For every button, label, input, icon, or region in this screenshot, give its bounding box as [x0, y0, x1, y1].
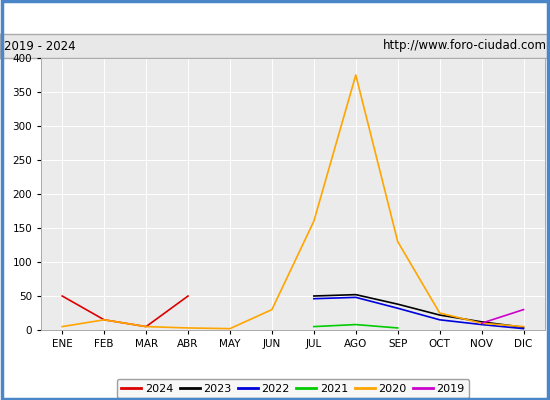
2022: [436, 318, 443, 322]
2020: [268, 307, 275, 312]
2020: [478, 321, 485, 326]
2020: [353, 73, 359, 78]
Text: http://www.foro-ciudad.com: http://www.foro-ciudad.com: [383, 40, 547, 52]
2024: [185, 294, 191, 298]
2023: [311, 294, 317, 298]
2020: [436, 310, 443, 315]
Legend: 2024, 2023, 2022, 2021, 2020, 2019: 2024, 2023, 2022, 2021, 2020, 2019: [117, 379, 469, 398]
2020: [185, 326, 191, 330]
2022: [394, 306, 401, 311]
2024: [59, 294, 65, 298]
2023: [436, 313, 443, 318]
Line: 2023: 2023: [314, 295, 524, 327]
2019: [478, 321, 485, 326]
2023: [353, 292, 359, 297]
2019: [520, 307, 527, 312]
2024: [143, 324, 150, 329]
2021: [311, 324, 317, 329]
2020: [59, 324, 65, 329]
2020: [394, 239, 401, 244]
2022: [478, 322, 485, 327]
2024: [101, 318, 107, 322]
Line: 2024: 2024: [62, 296, 188, 326]
Text: Evolucion Nº Turistas Nacionales en el municipio de La Calzada de Béjar: Evolucion Nº Turistas Nacionales en el m…: [5, 10, 545, 24]
2022: [353, 295, 359, 300]
2020: [227, 326, 233, 331]
2022: [311, 296, 317, 301]
2020: [311, 219, 317, 224]
2023: [520, 325, 527, 330]
2022: [520, 326, 527, 331]
Text: 2019 - 2024: 2019 - 2024: [4, 40, 76, 52]
2021: [394, 326, 401, 330]
2023: [478, 320, 485, 324]
2020: [101, 318, 107, 322]
Line: 2021: 2021: [314, 324, 398, 328]
Line: 2022: 2022: [314, 297, 524, 329]
Line: 2020: 2020: [62, 75, 524, 329]
2023: [394, 302, 401, 306]
Line: 2019: 2019: [482, 310, 524, 323]
2020: [143, 324, 150, 329]
2021: [353, 322, 359, 327]
2020: [520, 324, 527, 329]
